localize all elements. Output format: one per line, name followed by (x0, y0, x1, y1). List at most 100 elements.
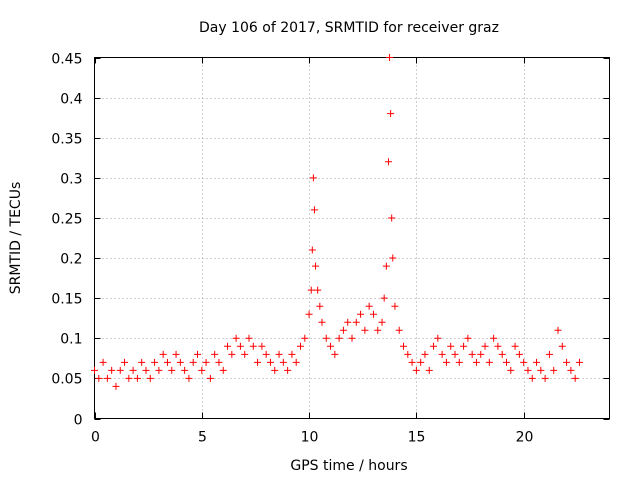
data-point (138, 358, 146, 366)
data-point (503, 358, 510, 366)
data-point (279, 358, 287, 366)
data-point (567, 366, 575, 374)
data-point (95, 374, 103, 382)
data-point (357, 310, 365, 318)
x-tick-label: 5 (198, 430, 207, 446)
x-tick-label: 15 (408, 430, 426, 446)
data-point (524, 366, 532, 374)
y-tick-label: 0 (74, 413, 83, 429)
data-point (142, 366, 150, 374)
data-point (412, 366, 420, 374)
data-point (206, 374, 214, 382)
data-point (331, 350, 339, 358)
data-point (211, 350, 219, 358)
data-point (116, 366, 124, 374)
data-point (537, 366, 545, 374)
data-point (292, 358, 300, 366)
data-point (494, 342, 502, 350)
data-point (151, 358, 159, 366)
data-point (271, 366, 279, 374)
data-point (224, 342, 232, 350)
data-point (181, 366, 189, 374)
data-point (219, 366, 227, 374)
data-point (125, 374, 133, 382)
data-point (266, 358, 274, 366)
data-point (121, 358, 129, 366)
data-point (382, 262, 390, 270)
data-point (232, 334, 240, 342)
data-point (275, 350, 283, 358)
data-point (563, 358, 571, 366)
data-point (388, 214, 396, 222)
data-point (168, 366, 176, 374)
data-point (307, 286, 315, 294)
y-axis: 0 0.05 0.1 0.15 0.2 0.25 0.3 0.35 0.4 0.45 (51, 52, 610, 429)
data-point (408, 358, 416, 366)
data-point (202, 358, 210, 366)
data-point (386, 54, 394, 61)
data-point (438, 350, 446, 358)
data-point (305, 310, 313, 318)
data-point (387, 110, 395, 118)
data-point (249, 342, 257, 350)
data-point (378, 318, 386, 326)
data-point (571, 374, 579, 382)
data-point (176, 358, 184, 366)
data-point (327, 342, 335, 350)
data-point (129, 366, 137, 374)
y-tick-label: 0.45 (51, 52, 82, 68)
x-axis-label: GPS time / hours (290, 458, 407, 474)
plot-frame (94, 57, 610, 419)
data-point (172, 350, 180, 358)
data-point (308, 246, 316, 254)
data-point (301, 334, 309, 342)
data-point (322, 334, 330, 342)
data-point (194, 350, 201, 358)
y-tick-label: 0.25 (51, 212, 82, 228)
data-point (262, 350, 270, 358)
data-point (185, 374, 193, 382)
data-point (464, 334, 472, 342)
data-point (241, 350, 249, 358)
data-point (472, 358, 480, 366)
data-point (391, 302, 399, 310)
data-point (316, 302, 324, 310)
y-tick-label: 0.3 (60, 172, 82, 188)
data-point (312, 262, 320, 270)
y-axis-label: SRMTID / TECUs (8, 182, 24, 295)
data-point (477, 350, 485, 358)
data-point (558, 342, 566, 350)
data-point (511, 342, 519, 350)
data-point (314, 286, 322, 294)
data-point (361, 326, 369, 334)
y-tick-label: 0.05 (51, 372, 82, 388)
data-point (198, 366, 206, 374)
series-srmtid (91, 54, 583, 390)
data-point (297, 342, 304, 350)
data-point (451, 350, 459, 358)
data-point (369, 310, 377, 318)
data-point (468, 350, 476, 358)
data-point (344, 318, 352, 326)
data-point (339, 326, 347, 334)
x-axis: 0 5 10 15 20 (91, 57, 533, 446)
y-tick-label: 0.15 (51, 292, 82, 308)
x-tick-label: 10 (301, 430, 319, 446)
data-point (215, 358, 223, 366)
data-point (318, 318, 326, 326)
data-point (163, 358, 171, 366)
data-point (284, 366, 292, 374)
data-point (103, 374, 111, 382)
data-point (404, 350, 412, 358)
data-point (498, 350, 506, 358)
data-point (309, 174, 317, 182)
data-point (348, 334, 356, 342)
y-tick-label: 0.1 (60, 332, 82, 348)
data-point (133, 374, 141, 382)
data-point (442, 358, 450, 366)
data-point (430, 342, 438, 350)
data-point (91, 366, 98, 374)
data-point (384, 158, 392, 166)
grid (94, 57, 610, 419)
